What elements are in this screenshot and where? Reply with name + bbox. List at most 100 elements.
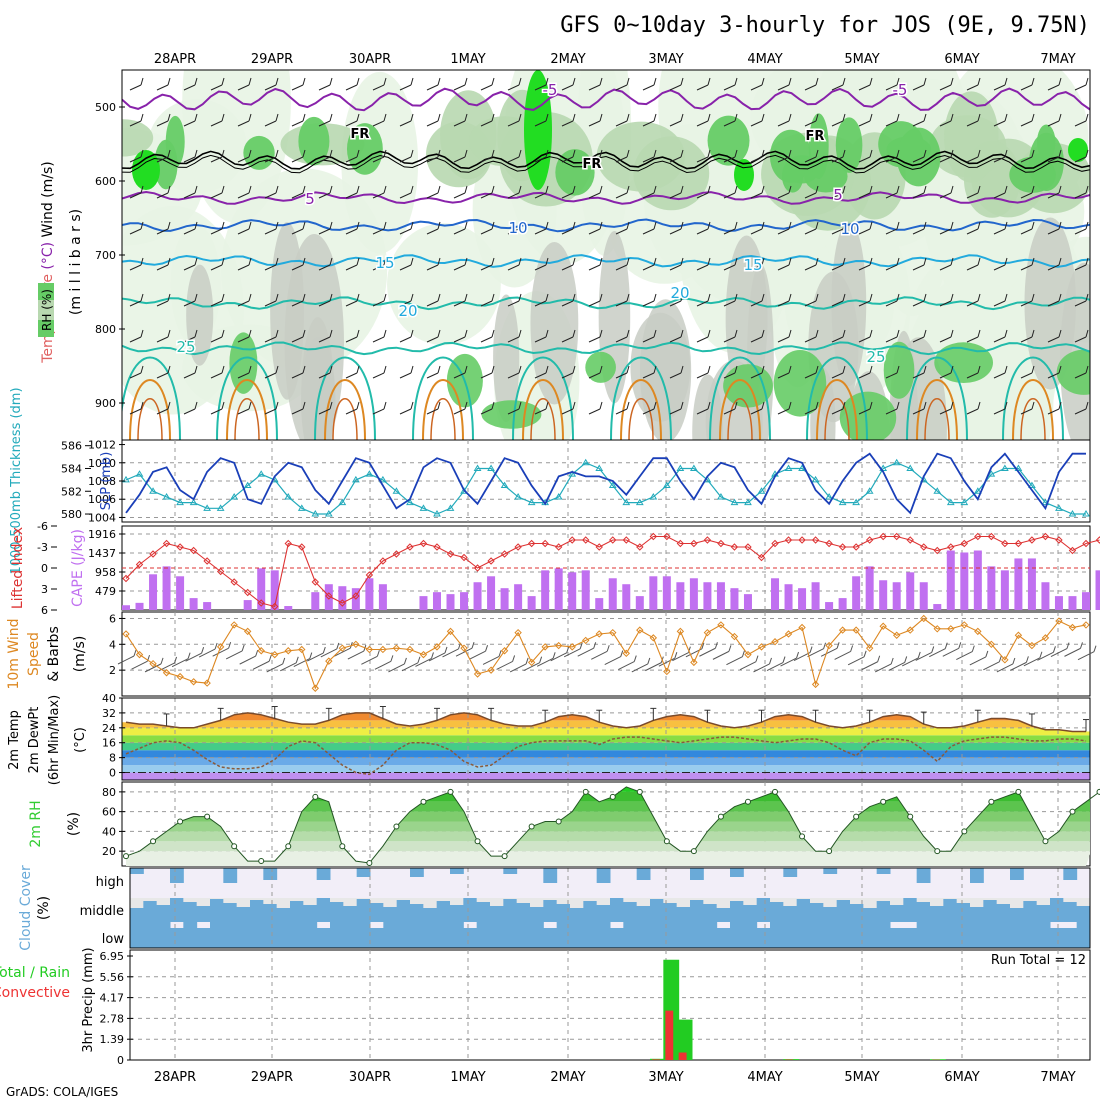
- wind-barb: [1074, 120, 1087, 127]
- rh-color-band: [126, 811, 1090, 822]
- wind-speed-marker: [325, 657, 333, 665]
- cloud-middle-gap: [983, 898, 998, 900]
- cloud-high-cell: [316, 868, 331, 880]
- y-tick-label: 1004: [88, 511, 116, 524]
- rh-2m-marker: [1069, 808, 1076, 815]
- cloud-high-cell: [596, 868, 611, 883]
- wind-speed-marker: [622, 649, 630, 658]
- wind-barb-flag: [410, 257, 414, 266]
- cloud-middle-cell: [596, 905, 611, 922]
- wind-barb: [426, 336, 439, 343]
- cloud-middle-gap: [623, 898, 638, 902]
- wind-barb: [831, 156, 844, 163]
- wind-barb: [156, 336, 169, 343]
- wind-speed-marker: [433, 643, 441, 651]
- li-marker: [406, 543, 414, 551]
- wind-barb-flag: [410, 185, 414, 194]
- wind-barb: [480, 228, 493, 235]
- wind-barb-flag: [707, 77, 711, 86]
- cloud-middle-cell: [1036, 905, 1051, 922]
- rh-area-mid: [596, 121, 685, 192]
- wind-barb: [669, 156, 682, 163]
- wind-speed-marker: [460, 644, 468, 652]
- cloud-low-cell: [383, 922, 398, 948]
- wind-barb: [399, 228, 412, 235]
- wind-speed-marker: [189, 678, 198, 686]
- wind-barb-flag: [599, 365, 603, 374]
- wind-barb: [480, 408, 493, 415]
- wind-barb-flag: [707, 257, 711, 266]
- wind-barb-flag: [788, 257, 792, 266]
- surface-wind-barb-flag: [403, 657, 407, 665]
- wind-barb-flag: [356, 149, 360, 158]
- wind-barb-flag: [1004, 77, 1008, 86]
- wind-barb: [561, 120, 574, 127]
- y-tick-label: -6: [37, 520, 48, 533]
- cloud-middle-gap: [796, 898, 811, 899]
- cloud-middle-gap: [343, 898, 358, 906]
- cape-bar: [865, 566, 874, 610]
- wind-speed-marker: [446, 627, 455, 636]
- cloud-middle-gap: [423, 898, 438, 908]
- wind-barb: [696, 264, 709, 271]
- wind-barb-flag: [977, 149, 981, 158]
- wind-barb: [156, 264, 169, 271]
- rh-2m-marker: [1042, 838, 1049, 845]
- surface-wind-barb-flag: [890, 657, 894, 665]
- top-date-label: 1MAY: [450, 52, 485, 67]
- li-marker: [230, 578, 238, 586]
- y-tick-label: 1.39: [100, 1033, 125, 1046]
- credit-label: GrADS: COLA/IGES: [6, 1085, 118, 1099]
- rh-2m-marker: [420, 798, 427, 805]
- wind-barb: [1074, 192, 1087, 199]
- wind-barb-flag: [1058, 365, 1062, 374]
- wind-barb: [966, 156, 979, 163]
- wind-barb: [264, 336, 277, 343]
- temp-ylabel-3: (6hr Min/Max): [47, 695, 62, 785]
- wind-barb-flag: [896, 113, 900, 122]
- wind-barb: [615, 156, 628, 163]
- cloud-low-cell: [476, 922, 491, 948]
- cape-bar: [595, 598, 604, 610]
- cloud-low-cell: [423, 922, 438, 948]
- li-marker: [609, 536, 617, 544]
- cloud-low-cell: [956, 922, 971, 948]
- cloud-middle-cell: [236, 907, 251, 922]
- wind-barb: [696, 336, 709, 343]
- wind-barb: [831, 264, 844, 271]
- wind-barb: [912, 264, 925, 271]
- thickness-marker: [243, 481, 252, 489]
- y-tick-label: 580: [61, 508, 82, 521]
- thickness-marker: [433, 510, 441, 517]
- wind-barb-flag: [788, 149, 792, 158]
- wind-barb: [1020, 156, 1033, 163]
- temp-color-band: [122, 772, 1090, 780]
- wind-barb: [453, 336, 466, 343]
- y-tick-label: 20: [102, 845, 116, 858]
- wind-speed-marker: [960, 621, 969, 629]
- surface-wind-barb: [658, 657, 676, 667]
- surface-wind-barb-flag: [701, 642, 705, 649]
- isotherm-line: [122, 154, 1090, 174]
- surface-wind-barb: [983, 661, 1000, 671]
- wind-barb-flag: [248, 185, 252, 194]
- y-tick-label: 0: [117, 1054, 124, 1067]
- cape-bar: [960, 552, 969, 610]
- surface-wind-barb: [861, 661, 878, 671]
- li-marker: [676, 539, 685, 548]
- thickness-marker: [392, 487, 401, 494]
- rh-area-green: [896, 127, 941, 187]
- wind-barb-flag: [518, 113, 522, 122]
- cloud-low-cell: [543, 928, 558, 948]
- wind-speed-marker: [852, 626, 860, 634]
- wind-barb: [237, 156, 250, 163]
- wind-barb-flag: [248, 221, 252, 230]
- cloud-low-cell: [636, 922, 651, 948]
- wind-barb-flag: [680, 365, 684, 374]
- surface-wind-barb-flag: [485, 645, 489, 652]
- top-date-label: 30APR: [349, 52, 391, 67]
- wind-barb: [777, 228, 790, 235]
- cloud-middle-gap: [636, 898, 651, 906]
- wind-barb-flag: [545, 149, 549, 158]
- wind-speed-marker: [892, 631, 901, 639]
